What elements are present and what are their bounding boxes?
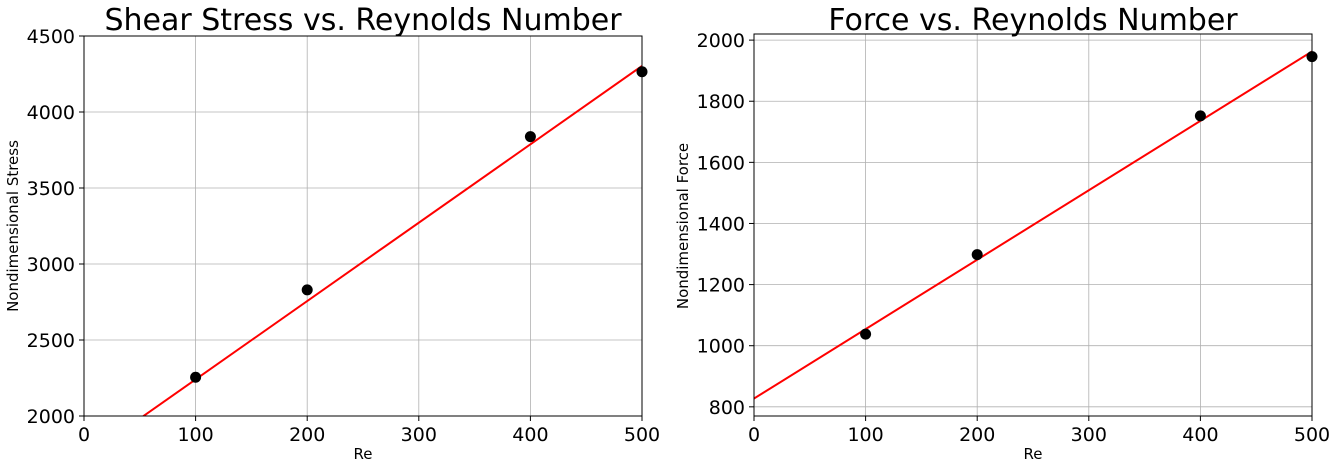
y-tick-label: 2000 — [697, 30, 745, 52]
y-tick-label: 1800 — [697, 91, 745, 113]
x-tick-label: 0 — [748, 424, 760, 446]
fit-line-series — [141, 65, 642, 416]
x-tick-label: 300 — [401, 424, 437, 446]
y-tick-label: 1400 — [697, 213, 745, 235]
plot-frame — [753, 33, 1313, 417]
x-tick-label: 100 — [847, 424, 883, 446]
y-tick-labels: 800 1000 1200 1400 1600 1800 2000 — [697, 30, 754, 419]
fit-line — [754, 50, 1312, 400]
x-tick-label: 500 — [1294, 424, 1330, 446]
y-tick-label: 1000 — [697, 336, 745, 358]
shear-stress-chart: Shear Stress vs. Reynolds Number 0 100 200… — [4, 3, 660, 463]
y-axis-label: Nondimensional Force — [674, 143, 692, 309]
data-points-series — [190, 66, 648, 383]
data-point — [1194, 110, 1206, 122]
fit-line-series — [754, 50, 1312, 400]
y-tick-label: 2000 — [27, 406, 75, 428]
y-tick-label: 2500 — [27, 330, 75, 352]
x-tick-label: 200 — [289, 424, 325, 446]
data-point — [301, 284, 313, 296]
y-tick-label: 1200 — [697, 275, 745, 297]
x-tick-label: 0 — [78, 424, 90, 446]
data-point — [860, 328, 872, 340]
y-tick-label: 1600 — [697, 152, 745, 174]
force-chart: Force vs. Reynolds Number 0 100 200 300 400 5… — [674, 3, 1330, 463]
x-tick-label: 100 — [177, 424, 213, 446]
x-tick-label: 300 — [1071, 424, 1107, 446]
x-axis-label: Re — [354, 445, 373, 463]
x-tick-label: 200 — [959, 424, 995, 446]
y-tick-labels: 2000 2500 3000 3500 4000 4500 — [27, 26, 84, 428]
grid — [83, 35, 643, 417]
x-axis-label: Re — [1024, 445, 1043, 463]
data-points-series — [860, 51, 1318, 340]
x-tick-label: 500 — [624, 424, 660, 446]
data-point — [971, 249, 983, 261]
y-tick-label: 800 — [709, 397, 745, 419]
x-tick-label: 400 — [1182, 424, 1218, 446]
data-point — [524, 131, 536, 143]
y-tick-label: 4000 — [27, 102, 75, 124]
x-tick-labels: 0 100 200 300 400 500 — [748, 416, 1330, 446]
y-tick-label: 3000 — [27, 254, 75, 276]
y-tick-label: 4500 — [27, 26, 75, 48]
data-point — [190, 371, 202, 383]
y-axis-label: Nondimensional Stress — [4, 140, 22, 312]
y-tick-label: 3500 — [27, 178, 75, 200]
chart-title: Force vs. Reynolds Number — [828, 3, 1238, 38]
plot-frame — [83, 35, 643, 417]
x-tick-label: 400 — [512, 424, 548, 446]
x-tick-labels: 0 100 200 300 400 500 — [78, 416, 660, 446]
fit-line — [141, 65, 642, 416]
chart-title: Shear Stress vs. Reynolds Number — [104, 3, 622, 38]
